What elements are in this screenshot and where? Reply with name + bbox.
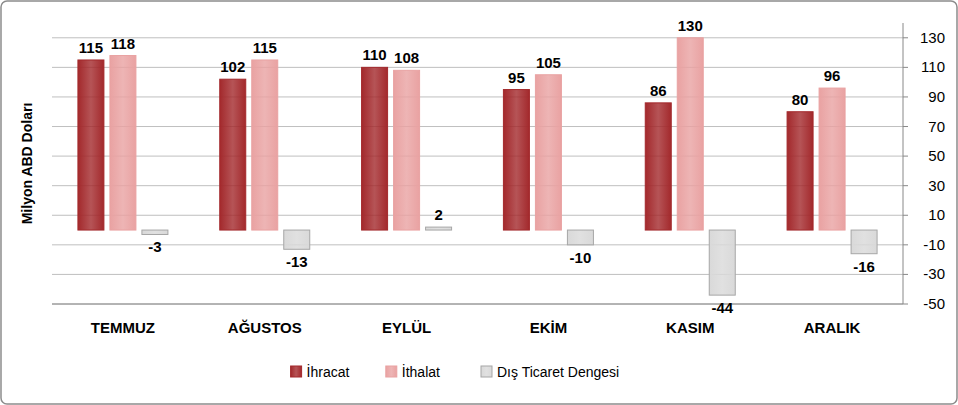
chart-container: -50 -30 -10 10 30 50 70 90 110 130 Milyon ABD Dola…	[0, 0, 958, 405]
tick-label: 10	[928, 206, 945, 223]
data-label: 102	[220, 58, 245, 75]
category-label: AĞUSTOS	[228, 319, 302, 336]
data-label: -3	[148, 238, 161, 255]
bar	[426, 227, 452, 230]
bar	[535, 75, 561, 230]
tick-label: -50	[923, 295, 945, 312]
data-label: 115	[253, 39, 277, 56]
data-label: 115	[79, 39, 103, 56]
tick-mark	[903, 156, 908, 157]
grid-line	[52, 37, 903, 38]
x-axis-line	[52, 304, 903, 305]
legend-label: Dış Ticaret Dengesi	[497, 364, 619, 380]
legend-label: İhracat	[307, 363, 350, 380]
grid-line	[52, 185, 903, 186]
bar	[220, 79, 246, 230]
bar	[284, 230, 310, 249]
tick-mark	[903, 304, 908, 305]
legend-swatch	[291, 366, 302, 377]
bar	[645, 103, 671, 230]
grid-line	[52, 274, 903, 275]
category-label: TEMMUZ	[91, 319, 155, 336]
tick-label: -30	[923, 265, 945, 282]
tick-label: -10	[923, 236, 945, 253]
bar	[110, 56, 136, 231]
data-label: -44	[711, 299, 733, 316]
tick-label: 130	[920, 29, 945, 46]
bar	[394, 70, 420, 230]
chart-svg: -50 -30 -10 10 30 50 70 90 110 130 Milyon ABD Dola…	[0, 0, 958, 405]
legend: İhracat İthalat Dış Ticaret Dengesi	[291, 363, 620, 380]
tick-label: 70	[928, 118, 945, 135]
tick-mark	[903, 67, 908, 68]
y-axis-title: Milyon ABD Doları	[19, 103, 35, 225]
tick-label: 30	[928, 177, 945, 194]
data-label: 110	[362, 46, 386, 63]
data-label: -10	[570, 249, 592, 266]
category-label: KASIM	[666, 319, 714, 336]
category-label: EKİM	[530, 319, 568, 336]
category-label: ARALIK	[804, 319, 861, 336]
tick-mark	[903, 37, 908, 38]
tick-label: 90	[928, 88, 945, 105]
data-label: 108	[394, 49, 419, 66]
tick-label: 50	[928, 147, 945, 164]
bar	[503, 90, 529, 231]
data-label: 86	[650, 82, 667, 99]
grid-line	[52, 304, 903, 305]
bar	[677, 38, 703, 230]
tick-label: 110	[921, 58, 945, 75]
tick-mark	[903, 244, 908, 245]
grid-line	[52, 215, 903, 216]
bar	[252, 60, 278, 230]
y-axis-line	[903, 23, 904, 304]
category-label: EYLÜL	[382, 319, 431, 336]
tick-mark	[903, 274, 908, 275]
bar	[709, 230, 735, 295]
data-label: -13	[286, 253, 308, 270]
bar	[362, 67, 388, 230]
grid-line	[52, 96, 903, 97]
data-label: 130	[678, 17, 703, 34]
tick-mark	[903, 96, 908, 97]
data-label: 105	[536, 54, 561, 71]
tick-mark	[903, 126, 908, 127]
bar	[567, 230, 593, 245]
bar	[851, 230, 877, 254]
bar	[78, 60, 104, 230]
data-label: 118	[111, 35, 135, 52]
data-label: 2	[434, 206, 442, 223]
data-label: 95	[508, 69, 525, 86]
legend-swatch	[481, 366, 492, 377]
data-label: -16	[853, 258, 875, 275]
legend-swatch	[386, 366, 397, 377]
legend-label: İthalat	[402, 363, 440, 380]
grid-line	[52, 126, 903, 127]
bar	[819, 88, 845, 230]
tick-mark	[903, 185, 908, 186]
tick-mark	[903, 215, 908, 216]
bar	[142, 230, 168, 234]
grid-line	[52, 244, 903, 245]
frame	[1, 1, 957, 404]
bar	[787, 112, 813, 230]
grid-line	[52, 67, 903, 68]
grid-line	[52, 156, 903, 157]
data-label: 96	[824, 67, 841, 84]
data-label: 80	[792, 91, 809, 108]
bars	[78, 38, 877, 295]
